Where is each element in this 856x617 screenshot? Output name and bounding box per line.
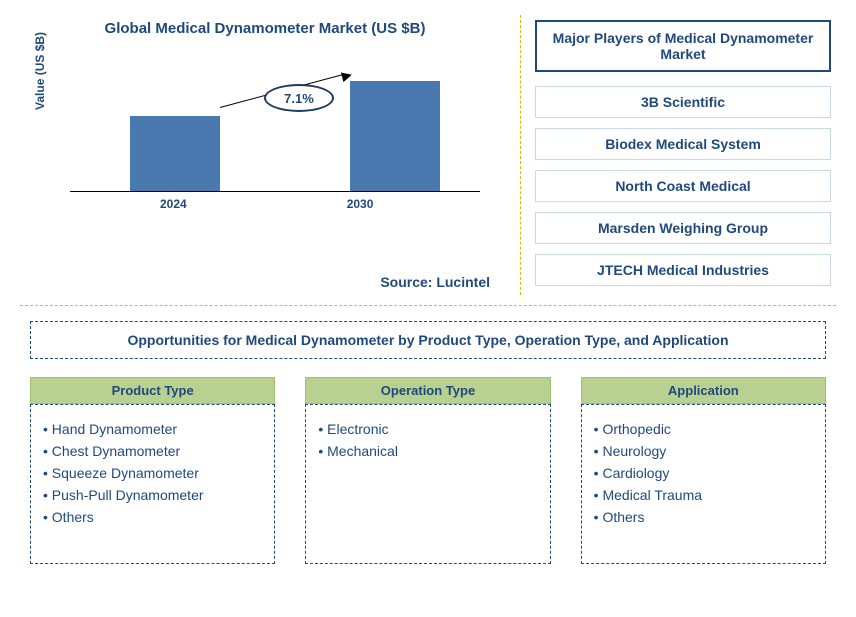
column-operation-type: Operation Type • Electronic • Mechanical [305, 377, 550, 564]
top-section: Global Medical Dynamometer Market (US $B… [10, 10, 846, 300]
y-axis-label: Value (US $B) [33, 32, 47, 110]
chart-area: Value (US $B) 7.1% 2024 2030 [70, 62, 480, 222]
chart-panel: Global Medical Dynamometer Market (US $B… [10, 10, 520, 300]
player-item: Biodex Medical System [535, 128, 831, 160]
player-item: Marsden Weighing Group [535, 212, 831, 244]
column-body: • Electronic • Mechanical [305, 404, 550, 564]
source-label: Source: Lucintel [380, 274, 490, 290]
column-header: Product Type [30, 377, 275, 404]
column-product-type: Product Type • Hand Dynamometer • Chest … [30, 377, 275, 564]
item-text: Neurology [602, 443, 666, 459]
item-text: Medical Trauma [602, 487, 702, 503]
x-axis-labels: 2024 2030 [70, 197, 480, 211]
column-header: Operation Type [305, 377, 550, 404]
list-item: • Push-Pull Dynamometer [43, 487, 262, 503]
list-item: • Hand Dynamometer [43, 421, 262, 437]
bar-2024 [130, 116, 220, 191]
list-item: • Neurology [594, 443, 813, 459]
item-text: Squeeze Dynamometer [52, 465, 199, 481]
list-item: • Others [43, 509, 262, 525]
list-item: • Electronic [318, 421, 537, 437]
bar-2030 [350, 81, 440, 191]
item-text: Push-Pull Dynamometer [52, 487, 204, 503]
players-header: Major Players of Medical Dynamometer Mar… [535, 20, 831, 72]
list-item: • Orthopedic [594, 421, 813, 437]
players-panel: Major Players of Medical Dynamometer Mar… [520, 10, 846, 300]
list-item: • Chest Dynamometer [43, 443, 262, 459]
item-text: Electronic [327, 421, 388, 437]
growth-arrow: 7.1% [220, 74, 350, 117]
item-text: Chest Dynamometer [52, 443, 180, 459]
item-text: Orthopedic [602, 421, 670, 437]
list-item: • Squeeze Dynamometer [43, 465, 262, 481]
opportunity-columns: Product Type • Hand Dynamometer • Chest … [10, 377, 846, 564]
horizontal-divider [20, 305, 836, 306]
x-label-2024: 2024 [160, 197, 187, 211]
column-body: • Orthopedic • Neurology • Cardiology • … [581, 404, 826, 564]
item-text: Others [602, 509, 644, 525]
column-application: Application • Orthopedic • Neurology • C… [581, 377, 826, 564]
x-label-2030: 2030 [347, 197, 374, 211]
chart-title: Global Medical Dynamometer Market (US $B… [30, 20, 500, 37]
opportunities-header: Opportunities for Medical Dynamometer by… [30, 321, 826, 359]
column-body: • Hand Dynamometer • Chest Dynamometer •… [30, 404, 275, 564]
chart-canvas: 7.1% [70, 62, 480, 192]
list-item: • Mechanical [318, 443, 537, 459]
list-item: • Others [594, 509, 813, 525]
list-item: • Cardiology [594, 465, 813, 481]
player-item: 3B Scientific [535, 86, 831, 118]
growth-rate-label: 7.1% [264, 84, 334, 112]
item-text: Cardiology [602, 465, 669, 481]
item-text: Mechanical [327, 443, 398, 459]
vertical-divider [520, 15, 521, 295]
player-item: North Coast Medical [535, 170, 831, 202]
player-item: JTECH Medical Industries [535, 254, 831, 286]
item-text: Hand Dynamometer [52, 421, 177, 437]
column-header: Application [581, 377, 826, 404]
list-item: • Medical Trauma [594, 487, 813, 503]
item-text: Others [52, 509, 94, 525]
